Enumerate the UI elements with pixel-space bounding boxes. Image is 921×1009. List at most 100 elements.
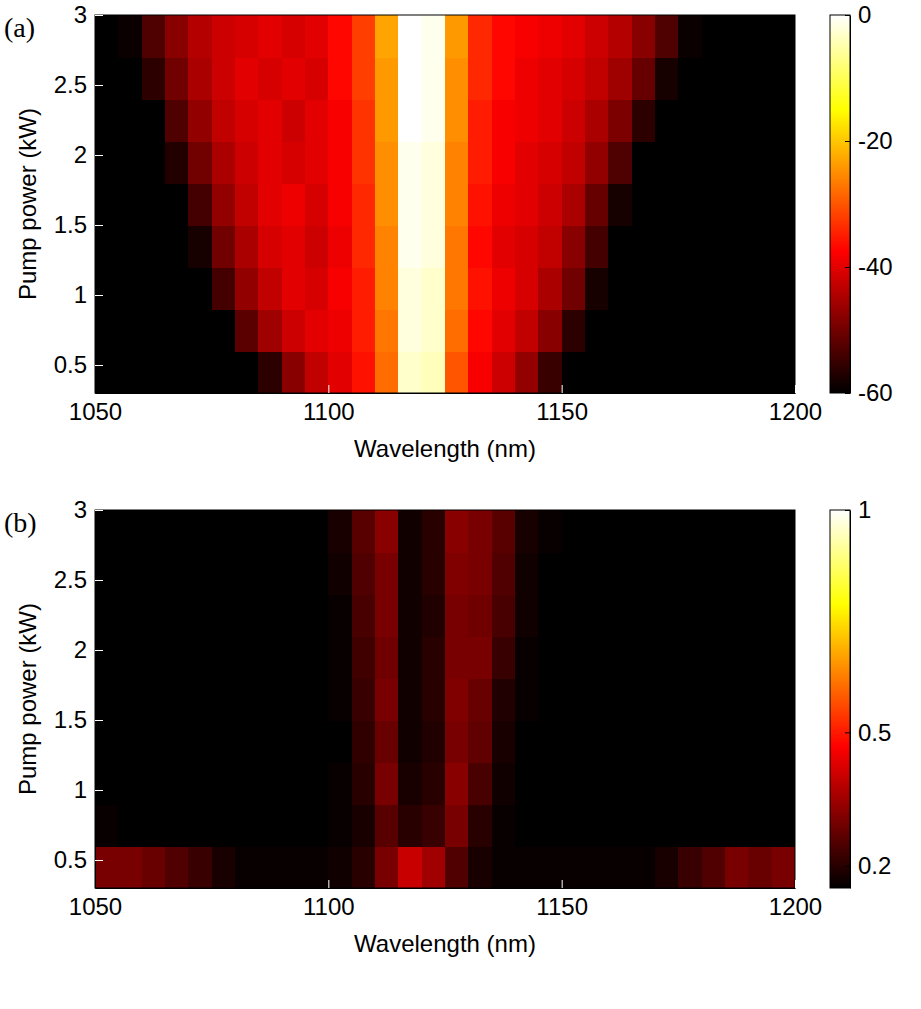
tick-label: -20 (858, 127, 893, 154)
cell (538, 183, 562, 226)
cell (142, 57, 166, 100)
cell (445, 351, 469, 393)
cell (655, 846, 679, 888)
cell (212, 594, 236, 637)
cell (398, 57, 422, 100)
cell (585, 267, 609, 310)
cell (725, 309, 749, 352)
x-axis: 1050110011501200 (69, 880, 822, 920)
cell (188, 846, 212, 888)
cell (445, 225, 469, 268)
cell (632, 636, 656, 679)
x-axis-title: Wavelength (nm) (354, 930, 536, 957)
cell (725, 678, 749, 721)
cell (188, 351, 212, 393)
cell (95, 846, 119, 888)
cell (188, 309, 212, 352)
cell (538, 846, 562, 888)
cell (282, 225, 306, 268)
tick-label: 1150 (536, 398, 588, 425)
tick-label: 1 (858, 496, 871, 523)
cell (538, 351, 562, 393)
cell (445, 762, 469, 805)
cell (188, 225, 212, 268)
cell (305, 225, 329, 268)
cell (118, 309, 142, 352)
cell (165, 351, 189, 393)
cell (725, 225, 749, 268)
tick-label: 1.5 (54, 211, 87, 238)
cell (95, 225, 119, 268)
cell (398, 678, 422, 721)
cell (282, 762, 306, 805)
cell (95, 351, 119, 393)
cell (282, 57, 306, 100)
cell (235, 351, 259, 393)
cell (632, 678, 656, 721)
cell (235, 15, 259, 58)
panel: 10501100115012000.511.522.53Wavelength (… (4, 496, 891, 957)
tick-mark (95, 650, 103, 651)
cell (398, 594, 422, 637)
cell (375, 510, 399, 553)
cell (118, 99, 142, 142)
cell (468, 804, 492, 847)
cell (95, 141, 119, 184)
cell (352, 678, 376, 721)
cell (375, 309, 399, 352)
cell (305, 99, 329, 142)
cell (165, 183, 189, 226)
cell (328, 636, 352, 679)
cell (212, 183, 236, 226)
cell (632, 57, 656, 100)
tick-mark (845, 267, 850, 268)
cell (655, 225, 679, 268)
cell (445, 99, 469, 142)
cell (258, 99, 282, 142)
cell (375, 351, 399, 393)
cell (585, 552, 609, 595)
tick: 1100 (303, 880, 355, 920)
cell (445, 846, 469, 888)
cell (188, 183, 212, 226)
cell (398, 141, 422, 184)
cell (95, 15, 119, 58)
cell (118, 351, 142, 393)
cell (608, 594, 632, 637)
cell (632, 510, 656, 553)
cell (398, 720, 422, 763)
tick-label: 1100 (303, 398, 355, 425)
cell (422, 804, 446, 847)
tick-mark (95, 365, 103, 366)
cell (538, 15, 562, 58)
cell (748, 99, 772, 142)
cell (235, 99, 259, 142)
cell (725, 183, 749, 226)
cell (188, 57, 212, 100)
cell (118, 678, 142, 721)
cell (352, 141, 376, 184)
cell (445, 678, 469, 721)
cell (562, 267, 586, 310)
cell (95, 552, 119, 595)
cell (258, 552, 282, 595)
cell (422, 351, 446, 393)
cell (165, 225, 189, 268)
colorbar (830, 510, 850, 888)
cell (585, 99, 609, 142)
tick-label: 1150 (536, 893, 588, 920)
cell (165, 720, 189, 763)
cell (328, 183, 352, 226)
cell (515, 225, 539, 268)
cell (748, 846, 772, 888)
cell (585, 183, 609, 226)
cell (375, 552, 399, 595)
cell (725, 141, 749, 184)
cell (142, 720, 166, 763)
cell (118, 267, 142, 310)
cell (585, 351, 609, 393)
tick-mark (845, 732, 850, 733)
cell (608, 552, 632, 595)
cell (258, 762, 282, 805)
cell (632, 15, 656, 58)
